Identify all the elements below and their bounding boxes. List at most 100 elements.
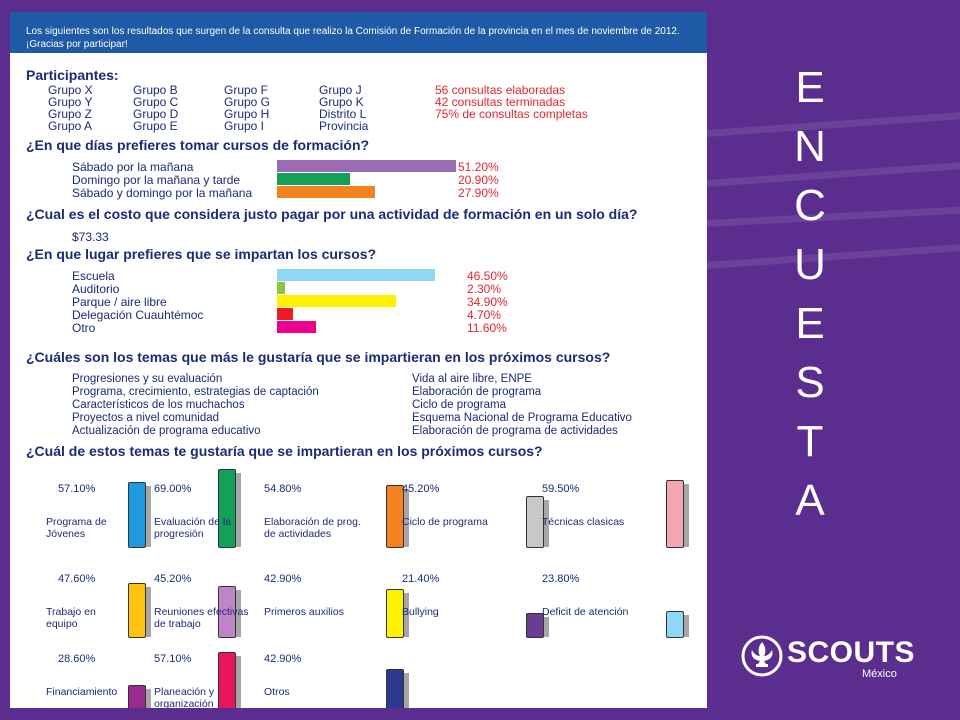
theme-label: Técnicas clasicas — [542, 516, 625, 528]
place-option-label: Auditorio — [72, 282, 120, 296]
theme-label: Otros — [264, 686, 290, 698]
participants-stat: 42 consultas terminadas — [435, 95, 566, 109]
theme-cylinder — [666, 610, 689, 638]
theme-label: Deficit de atención — [542, 606, 629, 618]
group-name: Grupo A — [48, 119, 93, 133]
participants-title: Participantes: — [26, 67, 119, 83]
theme-cylinder — [386, 484, 409, 548]
days-bar — [277, 173, 351, 185]
days-percent: 51.20% — [458, 160, 499, 174]
group-name: Grupo Y — [48, 95, 93, 109]
place-percent: 46.50% — [467, 269, 508, 283]
place-percent: 2.30% — [467, 282, 502, 296]
topic-item: Proyectos a nivel comunidad — [72, 412, 220, 424]
days-bar — [277, 160, 457, 172]
theme-percent: 54.80% — [264, 483, 302, 495]
theme-cylinder — [526, 613, 549, 638]
decor-stripe — [705, 161, 960, 187]
encuesta-letter: T — [796, 417, 824, 466]
theme-cylinder — [526, 496, 549, 548]
encuesta-letter: N — [794, 122, 826, 171]
days-bar — [277, 186, 375, 198]
theme-cylinder — [666, 479, 689, 548]
days-option-label: Domingo por la mañana y tarde — [72, 173, 241, 187]
topic-item: Vida al aire libre, ENPE — [412, 373, 532, 385]
theme-cylinder — [218, 652, 241, 708]
theme-cylinder — [128, 583, 151, 638]
group-name: Grupo X — [48, 83, 93, 97]
encuesta-letter: U — [794, 240, 826, 289]
theme-label: Programa de Jóvenes — [46, 516, 107, 540]
topic-item: Característicos de los muchachos — [72, 399, 245, 411]
intro-header: Los siguientes son los resultados que su… — [10, 12, 707, 53]
topic-item: Programa, crecimiento, estrategias de ca… — [72, 386, 319, 398]
group-name: Grupo D — [133, 107, 179, 121]
group-name: Grupo B — [133, 83, 178, 97]
question-topics-title: ¿Cuáles son los temas que más le gustarí… — [26, 349, 611, 365]
encuesta-letter: C — [794, 181, 826, 230]
theme-percent: 42.90% — [264, 653, 302, 665]
decor-stripe — [705, 206, 960, 227]
topic-item: Elaboración de programa de actividades — [412, 425, 618, 437]
decor-stripe — [705, 243, 960, 269]
theme-cylinder — [128, 482, 151, 548]
topic-item: Ciclo de programa — [412, 399, 506, 411]
theme-percent: 69.00% — [154, 483, 192, 495]
place-percent: 11.60% — [467, 321, 507, 335]
place-bar — [277, 269, 436, 281]
cost-answer: $73.33 — [72, 230, 109, 244]
place-option-label: Parque / aire libre — [72, 295, 167, 309]
group-name: Grupo J — [319, 83, 362, 97]
theme-percent: 47.60% — [58, 573, 96, 585]
theme-label: Trabajo en equipo — [46, 606, 96, 630]
place-percent: 4.70% — [467, 308, 502, 322]
theme-percent: 28.60% — [58, 653, 96, 665]
place-percent: 34.90% — [467, 295, 508, 309]
question-place-title: ¿En que lugar prefieres que se impartan … — [26, 246, 377, 262]
theme-percent: 57.10% — [154, 653, 192, 665]
theme-label: Ciclo de programa — [402, 516, 488, 528]
topic-item: Progresiones y su evaluación — [72, 373, 223, 385]
group-name: Grupo I — [224, 119, 265, 133]
question-days-title: ¿En que días prefieres tomar cursos de f… — [26, 137, 370, 153]
encuesta-letter: S — [795, 358, 825, 407]
theme-label: Primeros auxilios — [264, 606, 344, 618]
place-option-label: Escuela — [72, 269, 115, 283]
group-name: Grupo C — [133, 95, 179, 109]
place-bar — [277, 295, 396, 307]
scouts-mexico-logo: SCOUTS México — [740, 634, 920, 684]
theme-cylinder — [386, 588, 409, 638]
question-themes-title: ¿Cuál de estos temas te gustaría que se … — [26, 443, 543, 459]
theme-label: Reuniones efectivas de trabajo — [154, 606, 249, 630]
group-name: Grupo H — [224, 107, 270, 121]
place-option-label: Otro — [72, 321, 96, 335]
group-name: Grupo K — [319, 95, 364, 109]
theme-percent: 45.20% — [402, 483, 440, 495]
decor-stripe — [705, 111, 960, 137]
theme-cylinder — [218, 468, 241, 548]
place-bar — [277, 321, 317, 333]
days-percent: 20.90% — [458, 173, 499, 187]
theme-label: Elaboración de prog. de actividades — [264, 516, 361, 540]
fleur-de-lis-icon — [741, 635, 783, 677]
group-name: Distrito L — [319, 107, 367, 121]
theme-cylinder — [386, 668, 409, 708]
group-name: Grupo F — [224, 83, 269, 97]
group-name: Grupo G — [224, 95, 271, 109]
theme-percent: 21.40% — [402, 573, 440, 585]
theme-cylinder — [128, 685, 151, 708]
place-bar — [277, 282, 285, 294]
question-cost-title: ¿Cual es el costo que considera justo pa… — [26, 206, 638, 222]
theme-label: Financiamiento — [46, 686, 118, 698]
days-percent: 27.90% — [458, 186, 499, 200]
encuesta-letter: E — [795, 63, 825, 112]
theme-percent: 45.20% — [154, 573, 192, 585]
participants-stat: 75% de consultas completas — [435, 107, 588, 121]
participants-stat: 56 consultas elaboradas — [435, 83, 566, 97]
place-option-label: Delegación Cuauhtémoc — [72, 308, 204, 322]
group-name: Grupo E — [133, 119, 178, 133]
logo-subtitle: México — [862, 668, 897, 680]
encuesta-letter: E — [795, 299, 825, 348]
theme-percent: 42.90% — [264, 573, 302, 585]
